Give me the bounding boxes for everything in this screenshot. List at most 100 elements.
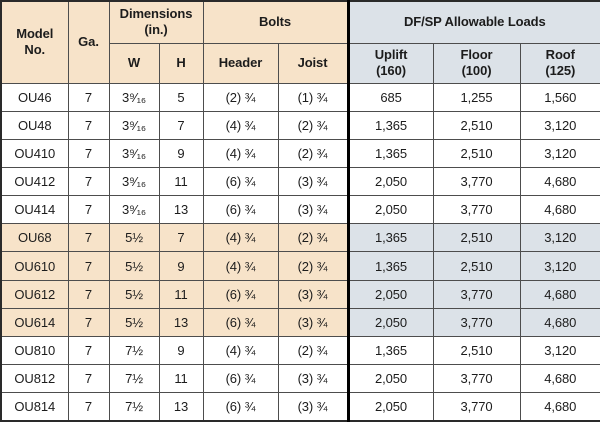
cell-w: 5½ [108,223,160,253]
cell-bolts-joist: (3) ¾ [277,279,349,309]
table-row: OU614 7 5½ 13 (6) ¾ (3) ¾ 2,050 3,770 4,680 [0,307,600,337]
cell-uplift: 1,365 [346,138,434,168]
cell-uplift: 1,365 [346,335,434,366]
cell-h: 7 [158,110,204,140]
cell-model: OU814 [0,392,69,422]
cell-w: 3⁹⁄₁₆ [108,195,160,225]
table-row: OU814 7 7½ 13 (6) ¾ (3) ¾ 2,050 3,770 4,680 [0,392,600,422]
cell-ga: 7 [67,392,110,422]
cell-bolts-header: (6) ¾ [202,364,279,394]
cell-model: OU46 [0,82,69,112]
cell-model: OU412 [0,166,69,197]
cell-w: 7½ [108,335,160,366]
col-header-width: W [108,42,160,84]
cell-bolts-header: (6) ¾ [202,166,279,197]
cell-uplift: 2,050 [346,195,434,225]
cell-bolts-header: (6) ¾ [202,279,279,309]
col-header-height: H [158,42,204,84]
cell-bolts-joist: (3) ¾ [277,364,349,394]
cell-h: 11 [158,279,204,309]
col-header-roof: Roof (125) [519,42,600,84]
cell-model: OU410 [0,138,69,168]
cell-ga: 7 [67,110,110,140]
cell-ga: 7 [67,195,110,225]
cell-floor: 3,770 [432,195,521,225]
cell-h: 5 [158,82,204,112]
table-row: OU610 7 5½ 9 (4) ¾ (2) ¾ 1,365 2,510 3,120 [0,251,600,281]
cell-uplift: 2,050 [346,364,434,394]
cell-bolts-header: (4) ¾ [202,110,279,140]
cell-bolts-header: (4) ¾ [202,138,279,168]
cell-bolts-header: (2) ¾ [202,82,279,112]
cell-h: 9 [158,138,204,168]
cell-w: 3⁹⁄₁₆ [108,166,160,197]
cell-model: OU48 [0,110,69,140]
cell-h: 7 [158,223,204,253]
cell-roof: 4,680 [519,307,600,337]
table-row: OU68 7 5½ 7 (4) ¾ (2) ¾ 1,365 2,510 3,120 [0,223,600,253]
cell-bolts-header: (4) ¾ [202,251,279,281]
cell-model: OU414 [0,195,69,225]
cell-uplift: 2,050 [346,166,434,197]
cell-bolts-joist: (2) ¾ [277,335,349,366]
col-group-dimensions: Dimensions (in.) [108,0,204,44]
cell-w: 7½ [108,364,160,394]
cell-ga: 7 [67,251,110,281]
cell-w: 3⁹⁄₁₆ [108,138,160,168]
cell-ga: 7 [67,82,110,112]
cell-ga: 7 [67,138,110,168]
cell-w: 5½ [108,307,160,337]
cell-model: OU610 [0,251,69,281]
cell-ga: 7 [67,335,110,366]
col-group-dfsp-allowable-loads: DF/SP Allowable Loads [346,0,600,44]
cell-model: OU612 [0,279,69,309]
cell-uplift: 1,365 [346,251,434,281]
cell-model: OU812 [0,364,69,394]
cell-w: 7½ [108,392,160,422]
cell-h: 9 [158,335,204,366]
cell-floor: 3,770 [432,279,521,309]
table-row: OU612 7 5½ 11 (6) ¾ (3) ¾ 2,050 3,770 4,680 [0,279,600,309]
cell-bolts-header: (4) ¾ [202,223,279,253]
cell-floor: 3,770 [432,392,521,422]
cell-w: 5½ [108,279,160,309]
col-header-ga: Ga. [67,0,110,84]
cell-bolts-header: (6) ¾ [202,195,279,225]
table-row: OU812 7 7½ 11 (6) ¾ (3) ¾ 2,050 3,770 4,680 [0,364,600,394]
cell-h: 9 [158,251,204,281]
cell-w: 5½ [108,251,160,281]
col-group-bolts: Bolts [202,0,349,44]
cell-h: 13 [158,392,204,422]
col-header-model-no: Model No. [0,0,69,84]
table-row: OU410 7 3⁹⁄₁₆ 9 (4) ¾ (2) ¾ 1,365 2,510 3,120 [0,138,600,168]
cell-ga: 7 [67,307,110,337]
cell-roof: 4,680 [519,195,600,225]
cell-floor: 3,770 [432,364,521,394]
table-row: OU48 7 3⁹⁄₁₆ 7 (4) ¾ (2) ¾ 1,365 2,510 3,120 [0,110,600,140]
table-row: OU810 7 7½ 9 (4) ¾ (2) ¾ 1,365 2,510 3,120 [0,335,600,366]
cell-bolts-joist: (3) ¾ [277,166,349,197]
cell-roof: 3,120 [519,110,600,140]
cell-bolts-joist: (2) ¾ [277,110,349,140]
cell-roof: 3,120 [519,251,600,281]
cell-h: 11 [158,364,204,394]
cell-ga: 7 [67,223,110,253]
cell-h: 13 [158,307,204,337]
cell-floor: 2,510 [432,335,521,366]
cell-w: 3⁹⁄₁₆ [108,110,160,140]
cell-model: OU68 [0,223,69,253]
cell-roof: 3,120 [519,223,600,253]
cell-floor: 2,510 [432,251,521,281]
cell-roof: 4,680 [519,364,600,394]
col-header-bolts-joist: Joist [277,42,349,84]
cell-bolts-joist: (1) ¾ [277,82,349,112]
table-header: Model No. Ga. Dimensions (in.) Bolts DF/… [0,0,600,84]
cell-floor: 3,770 [432,307,521,337]
cell-roof: 4,680 [519,166,600,197]
cell-bolts-joist: (3) ¾ [277,307,349,337]
cell-ga: 7 [67,166,110,197]
cell-uplift: 1,365 [346,110,434,140]
table-row: OU414 7 3⁹⁄₁₆ 13 (6) ¾ (3) ¾ 2,050 3,770 4,680 [0,195,600,225]
cell-ga: 7 [67,279,110,309]
col-header-bolts-header: Header [202,42,279,84]
